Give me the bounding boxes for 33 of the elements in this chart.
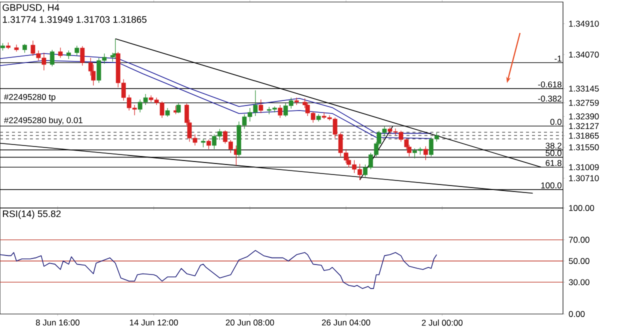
- x-tick-label: 14 Jun 12:00: [130, 320, 178, 326]
- y-tick-label: 1.31550: [569, 144, 599, 150]
- annotation: #22495280 buy, 0.01: [4, 116, 82, 125]
- annotation: 38.2: [546, 142, 562, 149]
- y-tick-label: 1.32759: [569, 100, 599, 106]
- y-tick-label: 1.32390: [569, 113, 599, 120]
- annotation: #22495280 tp: [4, 94, 56, 102]
- x-tick-label: 8 Jun 16:00: [36, 320, 80, 326]
- y-tick-label: 1.33145: [569, 86, 599, 92]
- annotation: 61.8: [546, 160, 562, 166]
- y-tick-label: 1.30710: [569, 175, 599, 182]
- y-tick-label: 1.31009: [569, 164, 599, 170]
- y-tick-label: 1.31865: [569, 132, 599, 139]
- y-tick-label: 50.00: [568, 258, 590, 264]
- annotation: 50.0: [546, 150, 562, 156]
- x-tick-label: 20 Jun 08:00: [226, 320, 274, 326]
- annotation: -0.618: [538, 81, 562, 88]
- y-tick-label: 1.34070: [569, 52, 599, 58]
- annotation: 0.0: [550, 118, 562, 125]
- y-tick-label: 30.00: [568, 279, 590, 286]
- chart-title: GBPUSD, H4: [2, 4, 60, 12]
- x-tick-label: 26 Jun 04:00: [322, 320, 370, 326]
- text: 1.31774 1.31949 1.31703 1.31865: [2, 16, 147, 23]
- x-tick-label: 2 Jul 00:00: [422, 320, 463, 326]
- annotation: 100.0: [541, 182, 562, 188]
- annotation: -0.382: [538, 96, 562, 102]
- y-tick-label: 1.34910: [569, 20, 599, 27]
- y-tick-label: 1.32127: [569, 123, 599, 130]
- annotation: -1: [554, 56, 562, 62]
- chart-title: RSI(14) 55.82: [2, 210, 61, 220]
- y-tick-label: 100.00: [569, 205, 594, 211]
- y-tick-label: 0.00: [568, 311, 585, 317]
- y-tick-label: 70.00: [568, 236, 590, 243]
